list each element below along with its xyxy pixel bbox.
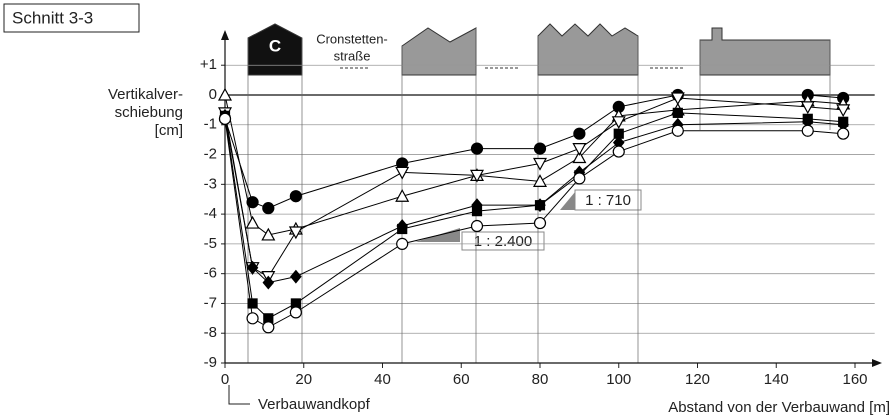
x-tick-label: 40 bbox=[374, 371, 391, 388]
point bbox=[800, 101, 815, 115]
point bbox=[262, 202, 275, 215]
y-tick-label: +1 bbox=[200, 56, 217, 73]
x-tick-label: 160 bbox=[842, 371, 867, 388]
series-line bbox=[224, 94, 844, 209]
point bbox=[289, 190, 302, 203]
wall-head-label: Verbauwandkopf bbox=[258, 396, 371, 413]
x-tick-label: 80 bbox=[532, 371, 549, 388]
point bbox=[572, 143, 587, 156]
point bbox=[262, 321, 275, 334]
point bbox=[469, 169, 485, 183]
point bbox=[611, 116, 626, 130]
point bbox=[532, 157, 548, 171]
point bbox=[396, 237, 409, 250]
point bbox=[289, 306, 302, 319]
x-tick-label: 60 bbox=[453, 371, 470, 388]
point bbox=[261, 227, 276, 241]
ratio-box bbox=[574, 189, 642, 211]
street-label: Cronstetten- bbox=[316, 31, 388, 46]
slope-triangle bbox=[560, 192, 575, 210]
series-line bbox=[224, 115, 844, 284]
point bbox=[246, 196, 259, 209]
point bbox=[218, 112, 232, 125]
y-tick-label: -5 bbox=[204, 235, 217, 252]
y-axis-label: [cm] bbox=[155, 122, 183, 139]
ratio-label: 1 : 2.400 bbox=[474, 233, 532, 250]
y-tick-label: -3 bbox=[204, 175, 217, 192]
point bbox=[246, 312, 259, 325]
point bbox=[395, 188, 410, 202]
point bbox=[613, 128, 624, 139]
point bbox=[290, 269, 302, 284]
y-tick-label: -4 bbox=[204, 205, 217, 222]
point bbox=[672, 107, 683, 118]
x-tick-label: 0 bbox=[221, 371, 229, 388]
point bbox=[534, 200, 546, 211]
wall-head-pointer bbox=[228, 385, 250, 405]
point bbox=[670, 92, 685, 106]
axis-arrow bbox=[221, 30, 229, 40]
y-axis-label: schiebung bbox=[115, 104, 183, 121]
point bbox=[612, 145, 625, 158]
y-tick-label: -2 bbox=[204, 146, 217, 163]
point bbox=[838, 116, 849, 127]
point bbox=[573, 172, 586, 185]
point bbox=[288, 226, 303, 240]
y-tick-label: -9 bbox=[204, 354, 217, 371]
point bbox=[572, 150, 587, 164]
y-tick-label: -1 bbox=[204, 116, 217, 133]
point bbox=[247, 298, 258, 309]
chart-title: Schnitt 3-3 bbox=[12, 8, 93, 27]
point bbox=[802, 113, 813, 124]
y-tick-label: -6 bbox=[204, 265, 217, 282]
x-tick-label: 140 bbox=[764, 371, 789, 388]
building-label: C bbox=[269, 36, 281, 55]
point bbox=[532, 174, 548, 187]
point bbox=[837, 127, 850, 140]
series-line bbox=[224, 112, 844, 319]
point bbox=[470, 142, 484, 155]
street-label: straße bbox=[334, 48, 371, 63]
point bbox=[573, 127, 586, 140]
point bbox=[836, 104, 851, 118]
x-tick-label: 120 bbox=[685, 371, 710, 388]
y-tick-label: -8 bbox=[204, 324, 217, 341]
x-axis-label: Abstand von der Verbauwand [m] bbox=[668, 399, 890, 416]
title-box bbox=[3, 3, 140, 33]
point bbox=[470, 219, 484, 233]
y-tick-label: 0 bbox=[209, 86, 217, 103]
point bbox=[395, 166, 410, 180]
point bbox=[397, 223, 408, 235]
x-tick-label: 100 bbox=[606, 371, 631, 388]
ratio-box bbox=[461, 231, 545, 251]
axis-arrow bbox=[872, 359, 882, 367]
point bbox=[533, 216, 547, 230]
x-tick-label: 20 bbox=[295, 371, 312, 388]
point bbox=[671, 124, 684, 137]
point bbox=[262, 275, 275, 290]
point bbox=[245, 215, 260, 229]
y-axis-label: Vertikalver- bbox=[108, 86, 183, 103]
ratio-label: 1 : 710 bbox=[585, 192, 631, 209]
point bbox=[801, 124, 814, 137]
point bbox=[217, 87, 233, 101]
point bbox=[533, 142, 547, 155]
point bbox=[246, 260, 259, 275]
y-tick-label: -7 bbox=[204, 294, 217, 311]
buildings bbox=[247, 23, 831, 76]
point bbox=[471, 206, 483, 217]
